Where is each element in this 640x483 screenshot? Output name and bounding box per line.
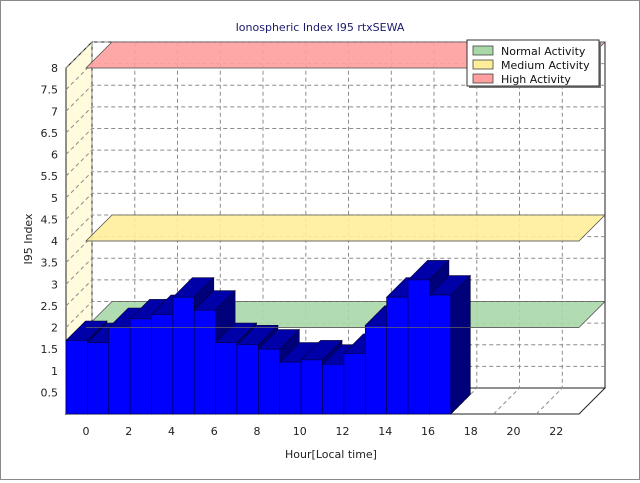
y-tick-label: 6.5 xyxy=(41,127,59,140)
bar-front xyxy=(236,344,259,415)
legend-swatch xyxy=(472,59,494,70)
legend-entry: Medium Activity xyxy=(501,59,590,72)
grid-line-y xyxy=(65,257,605,285)
legend-entry: Normal Activity xyxy=(501,45,586,58)
x-tick-label: 10 xyxy=(293,425,307,438)
x-tick-label: 12 xyxy=(336,425,350,438)
bar-front xyxy=(300,359,323,415)
y-tick-label: 7 xyxy=(51,105,58,118)
bar-side xyxy=(450,274,471,415)
y-tick-label: 2 xyxy=(51,322,58,335)
chart-title: Ionospheric Index I95 rtxSEWA xyxy=(236,21,405,34)
y-tick-label: 4 xyxy=(51,235,58,248)
bar-front xyxy=(322,363,345,415)
y-tick-label: 3.5 xyxy=(41,257,59,270)
x-tick-label: 20 xyxy=(507,425,521,438)
bar-front xyxy=(65,340,88,415)
grid-line-x xyxy=(450,42,478,415)
x-tick-label: 16 xyxy=(421,425,435,438)
x-axis-label: Hour[Local time] xyxy=(285,448,377,461)
bar-front xyxy=(279,361,302,415)
x-tick-label: 14 xyxy=(378,425,392,438)
y-tick-label: 2.5 xyxy=(41,300,59,313)
bar-series xyxy=(65,259,472,415)
x-tick-label: 2 xyxy=(125,425,132,438)
y-tick-label: 5.5 xyxy=(41,170,59,183)
x-tick-label: 0 xyxy=(83,425,90,438)
bar-front xyxy=(172,296,195,415)
y-tick-label: 7.5 xyxy=(41,84,59,97)
activity-band xyxy=(85,214,606,242)
legend-swatch xyxy=(472,73,494,84)
y-tick-label: 1 xyxy=(51,365,58,378)
y-tick-label: 3 xyxy=(51,278,58,291)
bar-front xyxy=(215,342,238,415)
bar-front xyxy=(364,325,387,415)
y-tick-label: 8 xyxy=(51,62,58,75)
legend-swatch xyxy=(472,45,494,56)
bar xyxy=(428,274,472,415)
y-tick-label: 0.5 xyxy=(41,386,59,399)
y-tick-label: 5 xyxy=(51,192,58,205)
x-tick-label: 18 xyxy=(464,425,478,438)
y-tick-label: 1.5 xyxy=(41,343,59,356)
bar-front xyxy=(108,327,131,415)
bar-front xyxy=(129,318,152,415)
bar-front xyxy=(151,314,174,415)
x-tick-label: 6 xyxy=(211,425,218,438)
bar-front xyxy=(343,353,366,415)
bar-front xyxy=(193,309,216,415)
grid-line-x xyxy=(535,42,563,415)
grid-line-x xyxy=(493,42,520,415)
bar-front xyxy=(87,342,110,415)
x-tick-label: 4 xyxy=(168,425,175,438)
x-tick-label: 8 xyxy=(254,425,261,438)
bar-front xyxy=(258,348,281,415)
bar-front xyxy=(386,296,409,415)
y-tick-label: 6 xyxy=(51,149,58,162)
bar-front xyxy=(407,279,430,415)
x-axis-ticks: 0 2 4 6 8 10 12 14 16 18 20 22 xyxy=(83,425,564,438)
y-axis-label: I95 Index xyxy=(22,213,35,265)
y-axis-ticks: 0.5 1 1.5 2 2.5 3 3.5 4 4.5 5 5.5 6 6.5 7 7.5 8 xyxy=(41,62,59,399)
x-tick-label: 22 xyxy=(549,425,563,438)
y-tick-label: 4.5 xyxy=(41,213,59,226)
legend-entry: High Activity xyxy=(501,73,571,86)
bar-front xyxy=(429,294,452,415)
